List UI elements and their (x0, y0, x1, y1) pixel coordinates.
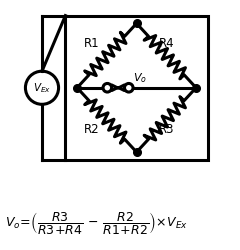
Text: R4: R4 (159, 37, 175, 51)
Bar (65, 16, 208, 160)
Text: $V_{Ex}$: $V_{Ex}$ (33, 81, 51, 95)
Text: R2: R2 (84, 123, 100, 136)
Text: $V_o$: $V_o$ (133, 71, 147, 85)
Text: R1: R1 (84, 37, 100, 51)
Circle shape (125, 84, 133, 92)
Text: R3: R3 (159, 123, 174, 136)
Text: $V_o\!=\!\left(\dfrac{R3}{R3\!+\!R4}\,-\,\dfrac{R2}{R1\!+\!R2}\right)\!\times\!V: $V_o\!=\!\left(\dfrac{R3}{R3\!+\!R4}\,-\… (5, 210, 188, 236)
Circle shape (103, 84, 112, 92)
